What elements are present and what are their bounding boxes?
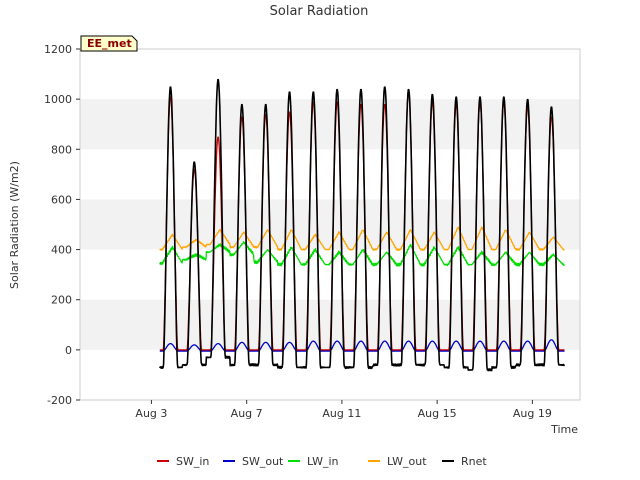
site-label-box: EE_met <box>80 35 138 52</box>
y-axis: -200 0 200 400 600 800 1000 1200 <box>44 43 80 407</box>
legend-label: SW_in <box>176 455 209 468</box>
x-tick-label: Aug 15 <box>418 407 457 420</box>
legend-item-sw-in: SW_in <box>157 455 209 468</box>
x-tick-label: Aug 19 <box>513 407 552 420</box>
y-tick-label: 1000 <box>44 93 72 106</box>
x-tick-label: Aug 7 <box>231 407 263 420</box>
y-tick-label: 1200 <box>44 43 72 56</box>
x-axis: Aug 3 Aug 7 Aug 11 Aug 15 Aug 19 <box>135 400 552 420</box>
x-tick-label: Aug 3 <box>135 407 167 420</box>
x-tick-label: Aug 11 <box>322 407 361 420</box>
legend-item-sw-out: SW_out <box>223 455 284 468</box>
legend-item-lw-out: LW_out <box>368 455 427 468</box>
shaded-bands <box>80 99 580 350</box>
legend-label: SW_out <box>242 455 284 468</box>
legend: SW_in SW_out LW_in LW_out Rnet <box>157 455 487 468</box>
y-tick-label: 200 <box>51 294 72 307</box>
shaded-band <box>80 199 580 250</box>
shaded-band <box>80 99 580 150</box>
legend-label: LW_out <box>387 455 427 468</box>
y-tick-label: 800 <box>51 143 72 156</box>
series-line-lw-out <box>159 226 565 251</box>
site-label-background <box>80 35 138 52</box>
legend-item-lw-in: LW_in <box>288 455 339 468</box>
y-tick-label: 0 <box>65 344 72 357</box>
legend-label: Rnet <box>461 455 487 468</box>
plot-frame <box>79 48 581 401</box>
chart-title: Solar Radiation <box>270 4 369 19</box>
y-axis-label: Solar Radiation (W/m2) <box>8 161 21 289</box>
series-line-lw-in <box>159 241 566 267</box>
legend-item-rnet: Rnet <box>442 455 487 468</box>
series-line-rnet <box>159 78 566 372</box>
y-tick-label: 600 <box>51 193 72 206</box>
y-tick-label: -200 <box>47 394 72 407</box>
x-axis-label: Time <box>550 423 578 436</box>
series-lines <box>159 78 566 372</box>
legend-label: LW_in <box>307 455 339 468</box>
y-tick-label: 400 <box>51 244 72 257</box>
site-label: EE_met <box>87 37 132 50</box>
